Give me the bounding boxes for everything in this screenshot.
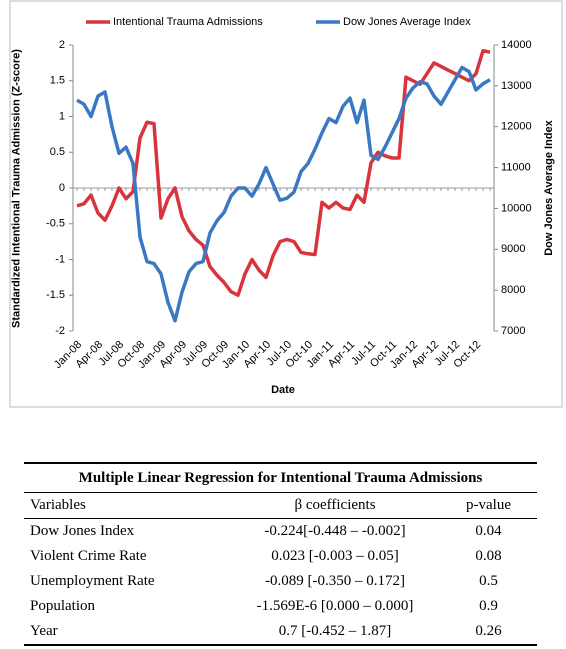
- y-tick-label: -2: [55, 325, 65, 337]
- y2-tick-label: 8000: [501, 284, 525, 296]
- y2-axis-label: Dow Jones Average Index: [543, 119, 555, 255]
- table-row: Population -1.569E-6 [0.000 – 0.000] 0.9: [24, 594, 537, 619]
- table-cell: 0.5: [479, 573, 498, 589]
- chart: Date Dow Jones Average Index -2 -1.5 -1 -0.…: [9, 0, 563, 408]
- table-cell: -1.569E-6 [0.000 – 0.000]: [256, 598, 414, 614]
- y2-tick-label: 7000: [501, 325, 525, 337]
- table-header: Variables β coefficients p-value: [24, 493, 537, 519]
- table-cell: -0.224[-0.448 – -0.002]: [264, 523, 406, 539]
- y-tick-label: 0.5: [50, 146, 65, 158]
- table-cell: Unemployment Rate: [30, 573, 155, 589]
- y-axis-label: Standardized Intentional Trauma Admissio…: [10, 49, 23, 328]
- y2-tick-label: 13000: [501, 80, 532, 92]
- table-cell: 0.023 [-0.003 – 0.05]: [271, 548, 399, 564]
- table-cell: -0.089 [-0.350 – 0.172]: [265, 573, 405, 589]
- y2-tick-label: 9000: [501, 243, 525, 255]
- y2-tick-label: 12000: [501, 121, 532, 133]
- table-cell: Population: [30, 598, 96, 614]
- table-cell: 0.26: [475, 623, 502, 639]
- table-row: Unemployment Rate -0.089 [-0.350 – 0.172]…: [24, 569, 537, 594]
- header-cell: Variables: [30, 497, 86, 513]
- header-cell: p-value: [466, 497, 511, 513]
- table-cell: 0.7 [-0.452 – 1.87]: [278, 623, 392, 639]
- x-axis-label: Date: [271, 384, 295, 396]
- series-line: [76, 65, 491, 323]
- header-cell: β coefficients: [294, 497, 376, 513]
- y-tick-label: 1.5: [50, 75, 65, 87]
- y-tick-label: -1: [55, 253, 65, 265]
- y-tick-label: -0.5: [46, 218, 65, 230]
- table-cell: 0.08: [475, 548, 502, 564]
- table-row: Year 0.7 [-0.452 – 1.87] 0.26: [24, 619, 537, 646]
- table-cell: 0.04: [475, 523, 502, 539]
- table-title: Multiple Linear Regression for Intention…: [24, 462, 537, 493]
- y-tick-label: 2: [59, 39, 65, 51]
- legend-label: Dow Jones Average Index: [343, 16, 471, 28]
- y2-tick-label: 14000: [501, 39, 532, 51]
- table-row: Dow Jones Index -0.224[-0.448 – -0.002] 0.…: [24, 519, 537, 544]
- table-cell: Violent Crime Rate: [30, 548, 147, 564]
- table-cell: Year: [30, 623, 58, 639]
- table: Multiple Linear Regression for Intention…: [24, 462, 537, 646]
- y2-tick-label: 11000: [501, 161, 531, 173]
- table-row: Violent Crime Rate 0.023 [-0.003 – 0.05] 0…: [24, 544, 537, 569]
- y-tick-label: 1: [59, 110, 65, 122]
- table-cell: Dow Jones Index: [30, 523, 135, 539]
- y-tick-label: -1.5: [46, 289, 65, 301]
- legend-label: Intentional Trauma Admissions: [113, 16, 263, 28]
- chart-border: [9, 0, 563, 408]
- table-cell: 0.9: [479, 598, 498, 614]
- y2-tick-label: 10000: [501, 202, 532, 214]
- y-tick-label: 0: [59, 182, 65, 194]
